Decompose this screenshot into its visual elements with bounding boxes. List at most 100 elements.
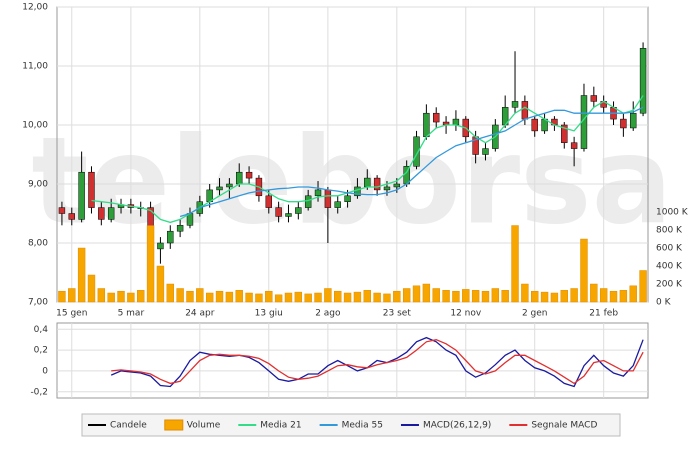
volume-bar xyxy=(481,290,490,303)
candle-body xyxy=(107,207,115,220)
volume-bar xyxy=(442,290,450,303)
volume-bar xyxy=(462,289,470,303)
volume-bar xyxy=(274,294,283,303)
volume-bar xyxy=(334,290,342,303)
volume-bar xyxy=(68,288,76,303)
legend-swatch xyxy=(164,419,184,431)
volume-bar xyxy=(156,265,165,303)
volume-bar xyxy=(531,290,539,303)
y-tick-label: -0,2 xyxy=(30,387,48,397)
candle-body xyxy=(58,207,66,214)
candle-body xyxy=(334,201,341,208)
candle-body xyxy=(511,101,519,108)
line-series xyxy=(91,95,644,224)
volume-bar xyxy=(294,291,303,303)
x-tick-label: 12 nov xyxy=(450,309,482,319)
candle-body xyxy=(216,186,223,191)
x-tick-label: 24 apr xyxy=(185,309,215,319)
volume-bar xyxy=(599,288,608,303)
legend-label: Media 55 xyxy=(342,421,383,431)
y-tick-label: 11,00 xyxy=(22,62,48,72)
y2-tick-label: 600 K xyxy=(656,244,683,254)
candle-body xyxy=(157,242,164,250)
volume-bar xyxy=(137,290,145,303)
x-tick-label: 2 ago xyxy=(315,309,341,319)
volume-bar xyxy=(501,290,509,303)
volume-bar xyxy=(402,288,411,303)
volume-bar xyxy=(127,292,135,303)
volume-bar xyxy=(97,288,106,303)
watermark: teleborsa xyxy=(31,113,672,252)
y2-tick-label: 200 K xyxy=(656,280,683,290)
candle-body xyxy=(521,101,529,120)
volume-bar xyxy=(560,290,568,303)
legend-label: Candele xyxy=(110,421,147,431)
volume-bar xyxy=(314,292,322,303)
volume-bar xyxy=(393,290,401,303)
volume-bar xyxy=(176,288,184,303)
candle-body xyxy=(78,171,85,220)
candle-body xyxy=(295,207,302,214)
volume-bar xyxy=(629,285,637,303)
y-tick-label: 10,00 xyxy=(22,121,48,131)
volume-bar xyxy=(373,292,381,303)
volume-bar xyxy=(304,293,312,303)
candle-body xyxy=(98,207,105,220)
volume-bar xyxy=(324,288,332,303)
volume-bar xyxy=(87,274,96,303)
volume-bar xyxy=(117,290,125,303)
volume-bar xyxy=(609,290,618,303)
candle-body xyxy=(433,112,440,123)
volume-bar xyxy=(343,292,352,303)
y-tick-label: 9,00 xyxy=(28,180,48,190)
volume-bar xyxy=(550,292,559,303)
legend-label: Volume xyxy=(187,421,221,431)
candle-body xyxy=(383,186,391,191)
y2-tick-label: 1000 K xyxy=(656,208,689,218)
line-series xyxy=(111,339,644,385)
candle-body xyxy=(275,207,282,217)
volume-bar xyxy=(58,290,66,303)
volume-bar xyxy=(491,288,500,303)
x-tick-label: 21 feb xyxy=(589,309,618,319)
y-tick-label: 0,2 xyxy=(34,346,48,356)
candle-body xyxy=(570,142,578,149)
candle-body xyxy=(639,48,647,114)
candle-body xyxy=(236,171,243,185)
volume-bar xyxy=(205,292,214,303)
volume-bar xyxy=(146,225,155,303)
volume-bar xyxy=(107,292,115,303)
volume-bar xyxy=(540,291,549,303)
candle-body xyxy=(265,195,272,208)
volume-bar xyxy=(225,291,234,303)
volume-bar xyxy=(580,238,588,303)
volume-bar xyxy=(77,247,86,303)
volume-bar xyxy=(432,288,440,303)
volume-bar xyxy=(265,290,273,303)
line-series xyxy=(179,106,644,218)
volume-bar xyxy=(284,292,293,303)
candle-body xyxy=(176,225,184,232)
volume-bar xyxy=(452,290,460,303)
candle-body xyxy=(245,171,253,179)
x-tick-label: 13 giu xyxy=(255,309,283,319)
volume-bar xyxy=(235,290,243,303)
legend-label: MACD(26,12,9) xyxy=(423,421,491,431)
candle-body xyxy=(482,148,489,155)
candle-body xyxy=(630,112,637,129)
volume-bar xyxy=(255,293,263,303)
candle-body xyxy=(423,112,430,138)
line-series xyxy=(110,336,644,388)
volume-bar xyxy=(619,290,628,303)
volume-bar xyxy=(383,293,391,303)
volume-bar xyxy=(215,290,224,303)
candle-body xyxy=(88,171,95,208)
candle-body xyxy=(531,118,538,132)
x-tick-label: 5 mar xyxy=(118,309,145,319)
volume-bar xyxy=(570,288,578,303)
candle-body xyxy=(68,213,75,220)
volume-bar xyxy=(363,290,371,303)
candle-body xyxy=(314,189,322,197)
x-tick-label: 2 gen xyxy=(522,309,548,319)
